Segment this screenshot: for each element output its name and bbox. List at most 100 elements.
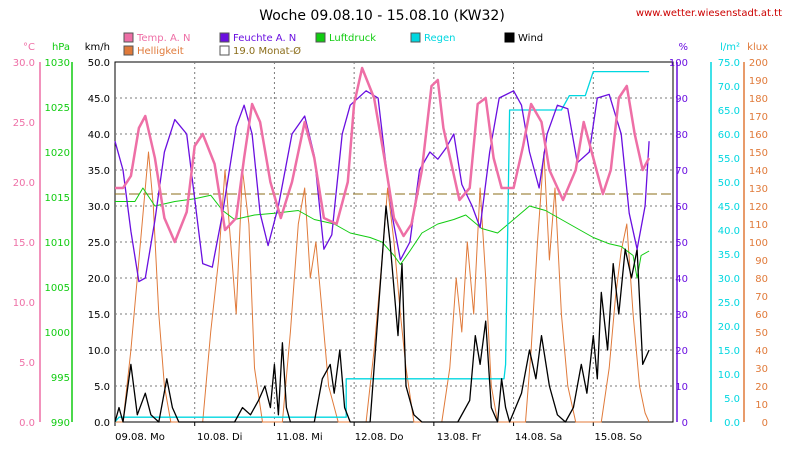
temp-tick-label: 5.0 (19, 358, 35, 369)
rain-axis-unit: l/m² (720, 42, 740, 53)
rain-tick-label: 45.0 (718, 202, 740, 213)
x-tick-label: 14.08. Sa (515, 432, 562, 443)
chart-title: Woche 09.08.10 - 15.08.10 (KW32) (259, 8, 505, 24)
wind-tick-label: 50.0 (88, 58, 110, 69)
temp-tick-label: 10.0 (13, 298, 35, 309)
legend-swatch-brightness (123, 45, 134, 56)
wind-tick-label: 5.0 (94, 382, 110, 393)
legend-label-wind: Wind (518, 33, 543, 44)
pressure-tick-label: 1025 (45, 103, 70, 114)
brightness-tick-label: 150 (749, 148, 768, 159)
series-brightness (115, 151, 650, 423)
legend-swatch-wind (504, 32, 515, 43)
source-url[interactable]: www.wetter.wiesenstadt.at.tt (636, 8, 782, 19)
humidity-tick-label: 70 (675, 166, 688, 177)
pressure-tick-label: 1020 (45, 148, 70, 159)
rain-tick-label: 30.0 (718, 274, 740, 285)
legend-swatch-pressure (315, 32, 326, 43)
series-pressure (115, 187, 650, 279)
pressure-axis-unit: hPa (52, 42, 70, 53)
wind-tick-label: 10.0 (88, 346, 110, 357)
brightness-tick-label: 200 (749, 58, 768, 69)
x-tick-label: 11.08. Mi (276, 432, 322, 443)
legend-label-humidity: Feuchte A. N (233, 33, 296, 44)
brightness-tick-label: 40 (755, 346, 768, 357)
x-tick-label: 13.08. Fr (437, 432, 482, 443)
brightness-tick-label: 0 (762, 418, 768, 429)
humidity-tick-label: 20 (675, 346, 688, 357)
legend-swatch-monthavg (219, 45, 230, 56)
legend-swatch-rain (410, 32, 421, 43)
wind-tick-label: 45.0 (88, 94, 110, 105)
pressure-tick-label: 1000 (45, 328, 70, 339)
x-tick-label: 09.08. Mo (115, 432, 165, 443)
pressure-tick-label: 1015 (45, 193, 70, 204)
humidity-tick-label: 60 (675, 202, 688, 213)
brightness-tick-label: 140 (749, 166, 768, 177)
brightness-tick-label: 130 (749, 184, 768, 195)
rain-tick-label: 25.0 (718, 298, 740, 309)
temp-axis-unit: °C (23, 42, 35, 53)
rain-tick-label: 55.0 (718, 154, 740, 165)
humidity-tick-label: 10 (675, 382, 688, 393)
legend-swatch-temp (123, 32, 134, 43)
humidity-axis-unit: % (678, 42, 688, 53)
wind-tick-label: 0.0 (94, 418, 110, 429)
wind-tick-label: 20.0 (88, 274, 110, 285)
wind-tick-label: 40.0 (88, 130, 110, 141)
pressure-tick-label: 1030 (45, 58, 70, 69)
brightness-tick-label: 110 (749, 220, 768, 231)
x-tick-label: 15.08. So (595, 432, 642, 443)
brightness-tick-label: 20 (755, 382, 768, 393)
x-tick-label: 10.08. Di (197, 432, 242, 443)
rain-tick-label: 65.0 (718, 106, 740, 117)
rain-tick-label: 60.0 (718, 130, 740, 141)
legend: Temp. A. N Feuchte A. N Luftdruck Regen Wind… (123, 32, 543, 57)
wind-tick-label: 30.0 (88, 202, 110, 213)
series-wind (114, 205, 650, 423)
temp-tick-label: 20.0 (13, 178, 35, 189)
humidity-tick-label: 90 (675, 94, 688, 105)
rain-tick-label: 20.0 (718, 322, 740, 333)
legend-label-temp: Temp. A. N (136, 33, 191, 44)
legend-label-pressure: Luftdruck (329, 33, 376, 44)
series-rain (114, 70, 650, 423)
legend-label-brightness: Helligkeit (137, 46, 184, 57)
brightness-tick-label: 70 (755, 292, 768, 303)
legend-label-rain: Regen (424, 33, 456, 44)
rain-tick-label: 40.0 (718, 226, 740, 237)
rain-tick-label: 75.0 (718, 58, 740, 69)
brightness-tick-label: 170 (749, 112, 768, 123)
axes: 09.08. Mo 10.08. Di 11.08. Mi 12.08. Do 13.0… (13, 42, 768, 443)
humidity-tick-label: 80 (675, 130, 688, 141)
brightness-tick-label: 100 (749, 238, 768, 249)
wind-axis-unit: km/h (85, 42, 110, 53)
rain-tick-label: 0.0 (724, 418, 740, 429)
brightness-axis-unit: klux (747, 42, 768, 53)
series-temp (115, 66, 651, 244)
wind-tick-label: 35.0 (88, 166, 110, 177)
brightness-tick-label: 60 (755, 310, 768, 321)
brightness-tick-label: 80 (755, 274, 768, 285)
pressure-tick-label: 995 (51, 373, 70, 384)
brightness-tick-label: 50 (755, 328, 768, 339)
brightness-tick-label: 30 (755, 364, 768, 375)
humidity-tick-label: 0 (682, 418, 688, 429)
humidity-tick-label: 40 (675, 274, 688, 285)
humidity-tick-label: 30 (675, 310, 688, 321)
humidity-tick-label: 100 (669, 58, 688, 69)
pressure-tick-label: 1010 (45, 238, 70, 249)
plot-area (114, 66, 673, 423)
brightness-tick-label: 160 (749, 130, 768, 141)
wind-tick-label: 15.0 (88, 310, 110, 321)
temp-tick-label: 25.0 (13, 118, 35, 129)
rain-tick-label: 35.0 (718, 250, 740, 261)
wind-tick-label: 25.0 (88, 238, 110, 249)
rain-tick-label: 15.0 (718, 346, 740, 357)
brightness-tick-label: 180 (749, 94, 768, 105)
temp-tick-label: 0.0 (19, 418, 35, 429)
x-tick-label: 12.08. Do (355, 432, 404, 443)
legend-label-monthavg: 19.0 Monat-Ø (233, 45, 301, 57)
rain-tick-label: 50.0 (718, 178, 740, 189)
